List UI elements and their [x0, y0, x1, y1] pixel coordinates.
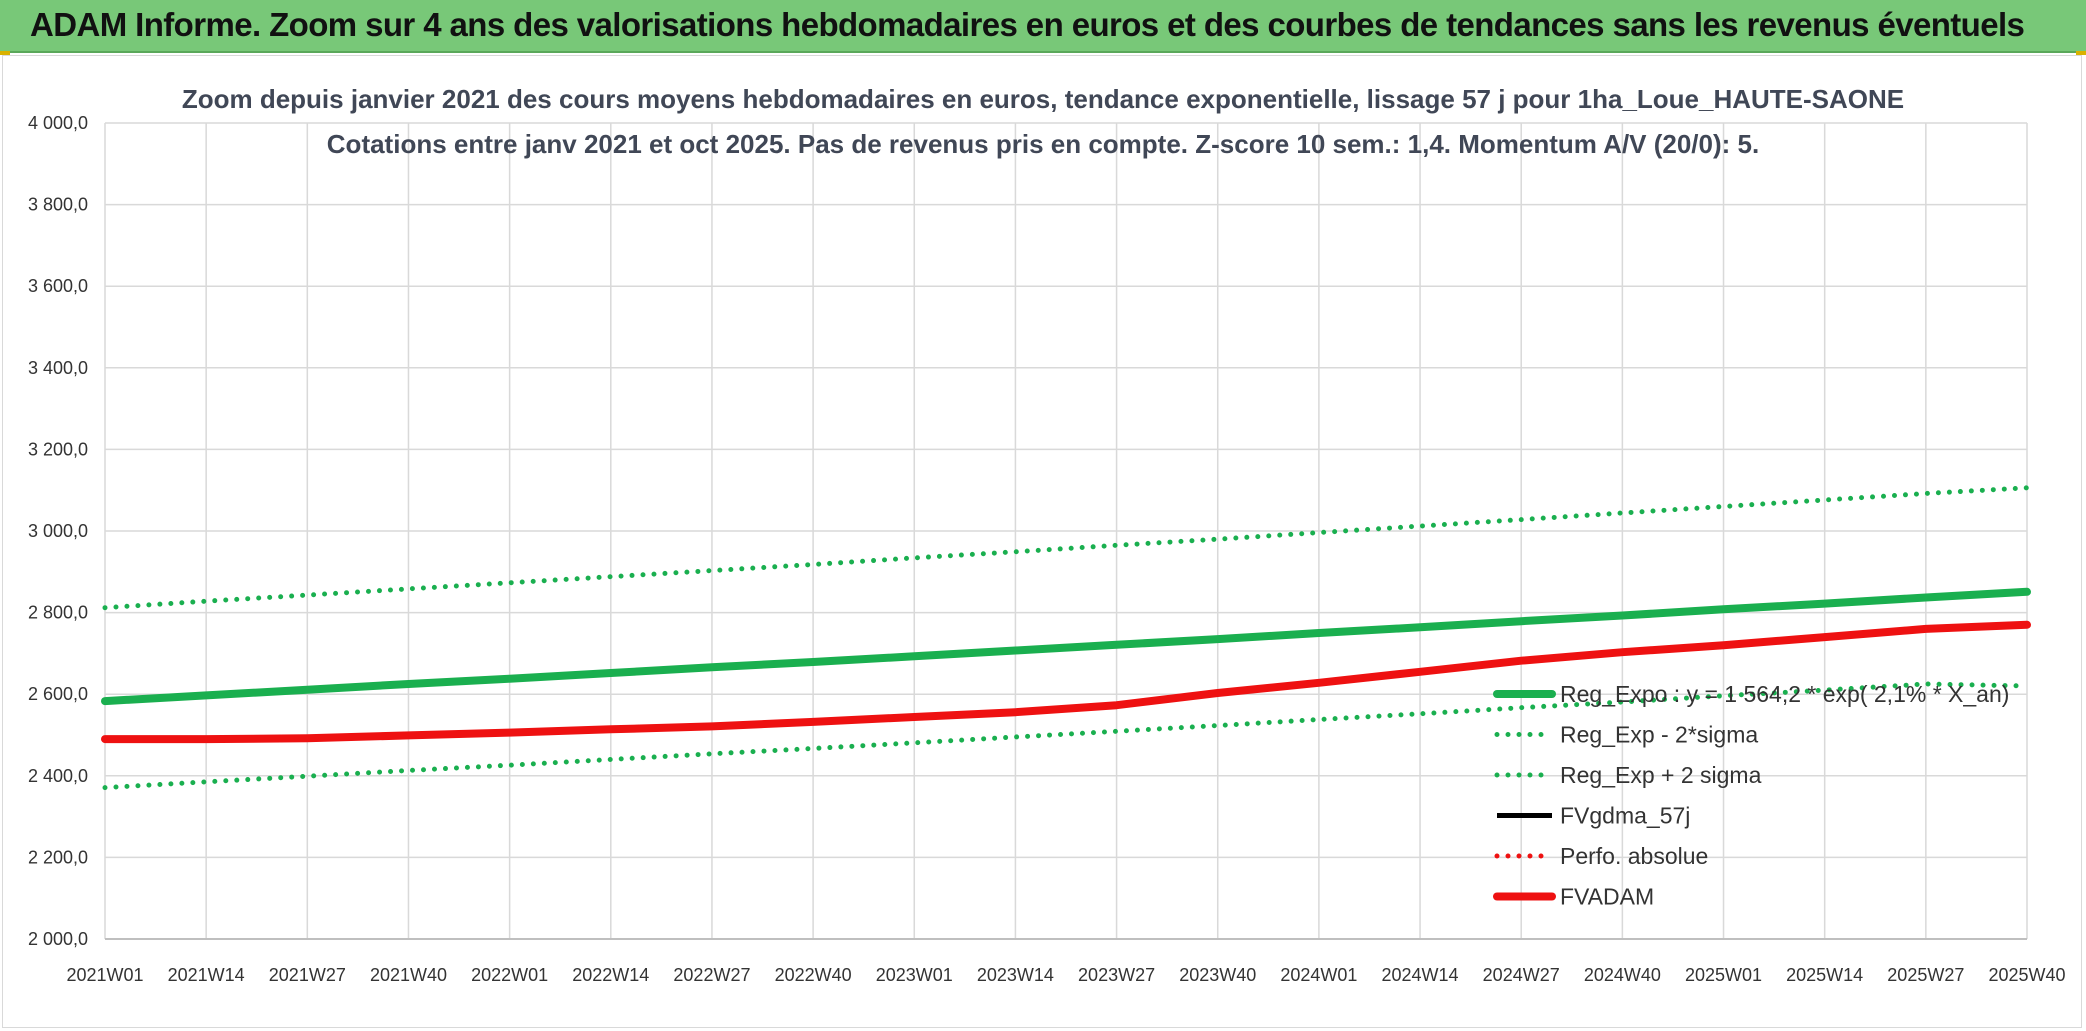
x-tick-label: 2025W40 — [1988, 965, 2065, 985]
banner-corner-left — [0, 51, 10, 55]
report-title: ADAM Informe. Zoom sur 4 ans des valoris… — [30, 6, 2025, 43]
legend-label-1[interactable]: Reg_Exp - 2*sigma — [1560, 722, 1758, 748]
x-tick-label: 2024W27 — [1483, 965, 1560, 985]
legend-label-0[interactable]: Reg_Expo : y = 1 564,2 * exp( 2,1% * X_a… — [1560, 681, 2009, 707]
series-line-5 — [101, 620, 2031, 744]
x-tick-label: 2022W01 — [471, 965, 548, 985]
x-tick-label: 2025W14 — [1786, 965, 1863, 985]
y-tick-label: 3 800,0 — [28, 195, 88, 215]
y-tick-label: 3 400,0 — [28, 358, 88, 378]
x-tick-label: 2023W01 — [876, 965, 953, 985]
x-tick-label: 2023W40 — [1179, 965, 1256, 985]
x-tick-label: 2023W27 — [1078, 965, 1155, 985]
grid-lines — [104, 122, 2028, 940]
y-tick-label: 2 200,0 — [28, 847, 88, 867]
y-tick-label: 2 400,0 — [28, 766, 88, 786]
y-tick-label: 2 800,0 — [28, 603, 88, 623]
report-banner: ADAM Informe. Zoom sur 4 ans des valoris… — [0, 0, 2086, 53]
chart-title-line2: Cotations entre janv 2021 et oct 2025. P… — [327, 129, 1759, 159]
x-tick-label: 2024W14 — [1382, 965, 1459, 985]
series-line-1 — [102, 681, 2030, 791]
chart-frame — [2, 55, 2082, 1028]
x-tick-label: 2022W27 — [673, 965, 750, 985]
x-tick-label: 2022W40 — [775, 965, 852, 985]
y-tick-label: 3 200,0 — [28, 439, 88, 459]
banner-corner-right — [2076, 51, 2086, 55]
x-tick-label: 2024W01 — [1280, 965, 1357, 985]
legend-label-4[interactable]: Perfo. absolue — [1560, 843, 1708, 869]
y-axis-ticks: 2 000,0 2 200,0 2 400,0 2 600,0 2 800,0 3 000… — [28, 113, 88, 949]
x-tick-label: 2021W01 — [66, 965, 143, 985]
y-tick-label: 2 000,0 — [28, 929, 88, 949]
x-tick-label: 2025W27 — [1887, 965, 1964, 985]
chart-title-line1: Zoom depuis janvier 2021 des cours moyen… — [182, 84, 1904, 114]
y-tick-label: 2 600,0 — [28, 684, 88, 704]
series-line-0 — [101, 587, 2031, 706]
x-tick-label: 2021W40 — [370, 965, 447, 985]
series-line-2 — [102, 485, 2030, 611]
legend-label-2[interactable]: Reg_Exp + 2 sigma — [1560, 762, 1762, 788]
legend-label-5[interactable]: FVADAM — [1560, 884, 1654, 910]
y-tick-label: 4 000,0 — [28, 113, 88, 133]
y-tick-label: 3 600,0 — [28, 276, 88, 296]
x-tick-label: 2021W14 — [168, 965, 245, 985]
x-tick-label: 2021W27 — [269, 965, 346, 985]
x-tick-label: 2022W14 — [572, 965, 649, 985]
x-tick-label: 2023W14 — [977, 965, 1054, 985]
x-tick-label: 2025W01 — [1685, 965, 1762, 985]
legend-label-3[interactable]: FVgdma_57j — [1560, 803, 1690, 829]
legend[interactable]: Reg_Expo : y = 1 564,2 * exp( 2,1% * X_a… — [1493, 681, 2009, 910]
y-tick-label: 3 000,0 — [28, 521, 88, 541]
series-lines — [101, 485, 2031, 791]
x-axis-ticks: 2021W01 2021W14 2021W27 2021W40 2022W01 2022W… — [66, 965, 2065, 985]
x-tick-label: 2024W40 — [1584, 965, 1661, 985]
